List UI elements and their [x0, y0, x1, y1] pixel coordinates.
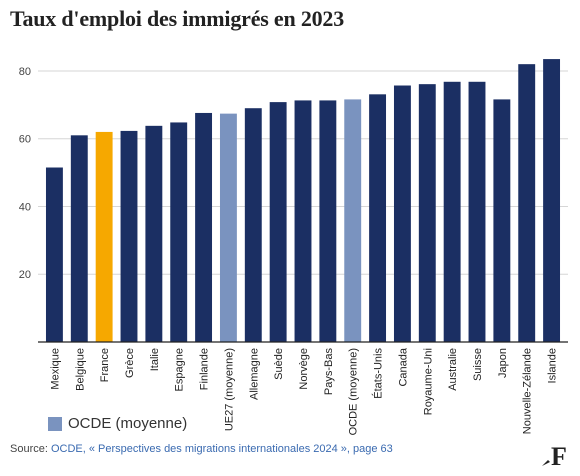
chart-title: Taux d'emploi des immigrés en 2023: [10, 6, 345, 31]
bar-13: [369, 94, 387, 342]
x-tick-label-11: Pays-Bas: [323, 348, 335, 396]
x-tick-label-17: Suisse: [472, 348, 484, 381]
bar-9: [269, 102, 287, 342]
x-tick-label-19: Nouvelle-Zélande: [522, 348, 534, 434]
source-note: Source: OCDE, « Perspectives des migrati…: [10, 443, 393, 455]
legend-swatch: [48, 416, 62, 431]
bar-10: [294, 100, 312, 342]
y-tick-label-80: 80: [19, 66, 31, 78]
x-tick-label-2: France: [99, 348, 111, 382]
bar-8: [244, 108, 262, 342]
bar-11: [319, 100, 337, 342]
x-tick-label-0: Mexique: [49, 348, 61, 390]
legend: OCDE (moyenne): [48, 415, 187, 432]
x-tick-label-8: Allemagne: [248, 348, 260, 400]
bar-16: [443, 81, 461, 342]
source-link[interactable]: OCDE, « Perspectives des migrations inte…: [50, 443, 393, 455]
bar-0: [45, 167, 63, 342]
bar-7: [219, 113, 237, 343]
svg-text:F: F: [551, 442, 567, 470]
x-tick-label-16: Australie: [447, 348, 459, 391]
x-tick-label-20: Islande: [547, 348, 559, 383]
bar-1: [70, 135, 88, 342]
x-tick-label-1: Belgique: [74, 348, 86, 391]
x-tick-label-13: États-Unis: [372, 348, 385, 399]
bar-3: [120, 130, 138, 342]
bar-20: [543, 59, 561, 343]
bar-17: [468, 81, 486, 342]
x-tick-label-18: Japon: [497, 348, 509, 378]
x-tick-label-10: Norvège: [298, 348, 310, 390]
x-tick-label-4: Italie: [149, 348, 161, 371]
bar-5: [170, 122, 188, 342]
x-tick-label-7: UE27 (moyenne): [223, 348, 235, 431]
y-tick-label-20: 20: [19, 269, 31, 281]
bar-18: [493, 99, 511, 343]
source-prefix: Source:: [10, 443, 51, 455]
bar-15: [418, 84, 436, 342]
x-tick-label-6: Finlande: [199, 348, 211, 390]
bar-4: [145, 125, 163, 342]
bar-12: [344, 99, 362, 343]
le-figaro-logo: F: [542, 442, 567, 470]
x-tick-label-5: Espagne: [174, 348, 186, 391]
x-tick-label-12: OCDE (moyenne): [348, 348, 360, 435]
y-tick-label-60: 60: [19, 134, 31, 146]
x-tick-label-9: Suède: [273, 348, 285, 380]
y-tick-label-40: 40: [19, 201, 31, 213]
bar-14: [393, 85, 411, 342]
bar-19: [518, 64, 536, 342]
bar-2: [95, 131, 113, 342]
x-tick-label-15: Royaume-Uni: [422, 348, 434, 415]
bar-6: [195, 112, 213, 342]
x-tick-label-14: Canada: [397, 347, 409, 386]
x-tick-label-3: Grèce: [124, 348, 136, 378]
legend-label: OCDE (moyenne): [68, 415, 188, 432]
